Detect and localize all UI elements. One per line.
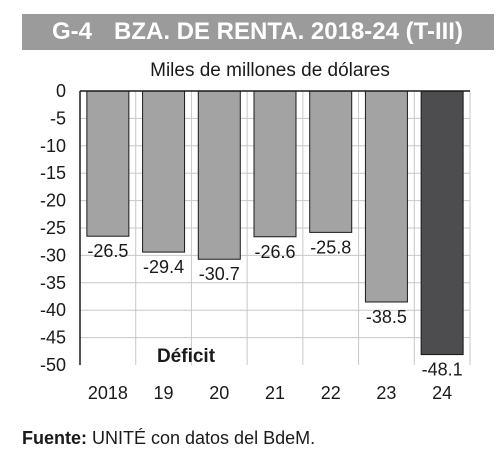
y-tick-label: -40: [40, 300, 66, 320]
data-label: -29.4: [143, 257, 184, 277]
x-tick-label: 22: [321, 383, 341, 403]
y-tick-label: -30: [40, 245, 66, 265]
source-note: Fuente: UNITÉ con datos del BdeM.: [22, 428, 315, 449]
chart-title-bar: G-4 BZA. DE RENTA. 2018-24 (T-III): [22, 14, 494, 50]
y-tick-label: 0: [56, 81, 66, 101]
bar: [142, 90, 186, 253]
x-tick-label: 21: [265, 383, 285, 403]
chart-code: G-4: [52, 18, 93, 45]
data-label: -48.1: [422, 360, 463, 380]
x-tick-label: 24: [432, 383, 452, 403]
y-tick-label: -50: [40, 355, 66, 375]
data-label: -30.7: [199, 264, 240, 284]
y-tick-label: -35: [40, 273, 66, 293]
y-tick-label: -10: [40, 136, 66, 156]
data-label: -26.6: [254, 242, 295, 262]
y-tick-label: -25: [40, 218, 66, 238]
chart-title: BZA. DE RENTA. 2018-24 (T-III): [114, 18, 463, 45]
y-tick-label: -45: [40, 328, 66, 348]
source-label: Fuente:: [22, 428, 87, 448]
source-text: UNITÉ con datos del BdeM.: [87, 428, 316, 448]
bar: [309, 90, 353, 233]
bar: [86, 90, 130, 237]
data-label: -26.5: [87, 241, 128, 261]
bar: [420, 90, 464, 356]
x-tick-label: 20: [209, 383, 229, 403]
data-label: -38.5: [366, 307, 407, 327]
data-label: -25.8: [310, 237, 351, 257]
deficit-annotation: Déficit: [157, 346, 216, 367]
bar: [253, 90, 297, 238]
bar: [197, 90, 241, 260]
x-tick-label: 23: [376, 383, 396, 403]
y-tick-label: -20: [40, 191, 66, 211]
y-tick-label: -5: [50, 108, 66, 128]
x-tick-label: 19: [154, 383, 174, 403]
x-tick-label: 2018: [88, 383, 128, 403]
chart-unit-label: Miles de millones de dólares: [150, 60, 390, 81]
y-tick-label: -15: [40, 163, 66, 183]
bar: [364, 90, 408, 303]
